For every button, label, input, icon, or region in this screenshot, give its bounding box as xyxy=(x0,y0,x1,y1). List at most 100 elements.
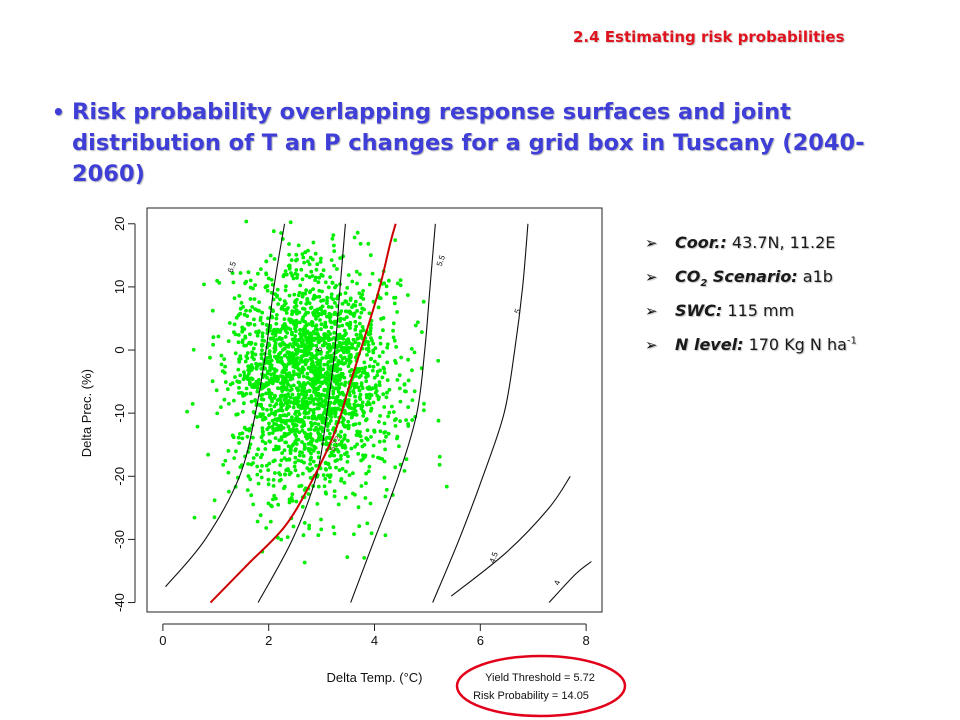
scatter-point xyxy=(338,317,342,321)
scatter-point xyxy=(304,323,309,328)
scatter-point xyxy=(358,397,363,401)
scatter-point xyxy=(284,272,289,277)
scatter-point xyxy=(294,447,298,451)
scatter-point xyxy=(258,414,263,419)
scatter-point xyxy=(402,469,407,473)
scatter-point xyxy=(269,372,273,377)
scatter-point xyxy=(359,310,364,315)
scatter-point xyxy=(364,417,369,422)
scatter-point xyxy=(313,397,318,401)
scatter-point xyxy=(375,362,380,367)
scatter-point xyxy=(274,321,279,326)
scatter-point xyxy=(353,399,358,403)
scatter-point xyxy=(315,406,320,411)
scatter-point xyxy=(336,389,341,394)
scatter-point xyxy=(255,362,260,367)
scatter-point xyxy=(253,352,258,357)
scatter-point xyxy=(351,389,355,393)
scatter-point xyxy=(317,288,322,293)
scatter-point xyxy=(276,386,280,391)
scatter-point xyxy=(351,471,355,476)
scatter-point xyxy=(367,364,372,369)
scatter-point xyxy=(356,451,361,456)
x-tick-label: 2 xyxy=(265,633,272,648)
scatter-point xyxy=(238,465,243,469)
scatter-point xyxy=(384,487,389,492)
scatter-point xyxy=(251,456,256,460)
scatter-point xyxy=(342,424,347,429)
scatter-point xyxy=(340,466,345,471)
scatter-point xyxy=(341,336,345,341)
scatter-point xyxy=(302,460,306,465)
scatter-point xyxy=(357,315,362,320)
scatter-point xyxy=(367,464,372,469)
scatter-point xyxy=(254,382,258,387)
scatter-point xyxy=(307,343,312,348)
scatter-point xyxy=(238,356,243,361)
scatter-point xyxy=(314,323,319,328)
scatter-point xyxy=(353,327,358,332)
contour-label: 4.5 xyxy=(488,550,500,564)
scatter-point xyxy=(354,433,359,437)
scatter-point xyxy=(293,347,298,352)
scatter-point xyxy=(385,378,390,383)
scatter-point xyxy=(266,382,271,387)
scatter-point xyxy=(369,408,373,413)
scatter-point xyxy=(288,377,293,382)
scatter-point xyxy=(319,322,324,327)
y-tick-label: -40 xyxy=(112,593,127,612)
scatter-point xyxy=(420,330,424,334)
scatter-point xyxy=(231,435,236,440)
scatter-point xyxy=(259,475,264,480)
scatter-point xyxy=(341,350,346,355)
scatter-point xyxy=(270,424,275,429)
scatter-point xyxy=(240,436,245,441)
scatter-point xyxy=(301,306,305,311)
scatter-point xyxy=(297,372,302,377)
scatter-point xyxy=(306,446,311,451)
scatter-point xyxy=(356,505,361,510)
risk-probability-text: Risk Probability = 14.05 xyxy=(473,690,589,702)
scatter-point xyxy=(300,294,305,299)
scatter-point xyxy=(332,401,337,406)
scatter-point xyxy=(309,377,314,382)
scatter-point xyxy=(246,364,251,369)
contour-label: 6.5 xyxy=(226,260,238,274)
scatter-point xyxy=(244,427,249,432)
scatter-point xyxy=(308,457,313,462)
scatter-point xyxy=(382,281,387,286)
scatter-point xyxy=(274,330,278,335)
scatter-point xyxy=(226,470,231,475)
scatter-point xyxy=(279,435,284,439)
scatter-point xyxy=(369,531,374,536)
arrow-bullet-icon: ➢ xyxy=(645,268,658,286)
scatter-point xyxy=(292,402,297,406)
scatter-point xyxy=(261,407,265,411)
scatter-point xyxy=(328,475,332,479)
scatter-point xyxy=(378,429,383,434)
scatter-point xyxy=(238,271,243,275)
scatter-point xyxy=(342,355,347,360)
scatter-point xyxy=(266,501,271,506)
scatter-point xyxy=(421,299,426,304)
scatter-point xyxy=(365,395,369,400)
scatter-point xyxy=(325,435,329,440)
scatter-point xyxy=(252,317,256,322)
scatter-point xyxy=(340,323,345,328)
scatter-point xyxy=(293,352,298,356)
scatter-point xyxy=(278,342,282,347)
scatter-point xyxy=(268,403,272,408)
scatter-point xyxy=(308,306,313,310)
scatter-point xyxy=(282,381,286,386)
scatter-points xyxy=(185,219,449,565)
scatter-point xyxy=(366,343,371,347)
contour-line xyxy=(350,223,436,603)
scatter-point xyxy=(298,300,303,305)
scatter-point xyxy=(354,347,358,352)
scatter-point xyxy=(437,454,442,459)
scatter-point xyxy=(325,373,330,377)
scatter-point xyxy=(385,360,390,365)
scatter-point xyxy=(289,387,294,392)
scatter-point xyxy=(385,390,389,395)
scatter-point xyxy=(368,357,373,362)
